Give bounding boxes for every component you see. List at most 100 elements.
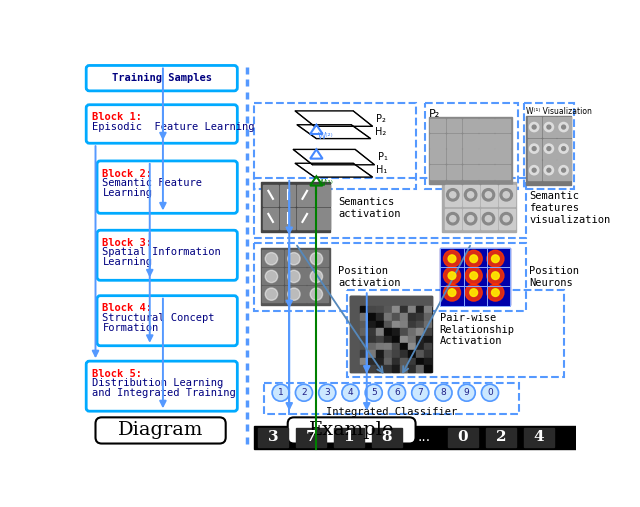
Circle shape [444,267,461,284]
Circle shape [450,215,456,222]
Bar [280,208,296,229]
Bar [495,150,510,163]
Bar [447,165,461,178]
Text: 1: 1 [344,430,354,444]
Circle shape [492,272,499,279]
Bar [524,428,554,447]
Text: Pair-wise
Relationship
Activation: Pair-wise Relationship Activation [440,313,515,346]
Bar [416,313,424,320]
Bar [463,134,477,148]
Bar [416,328,424,335]
Circle shape [365,384,382,401]
Bar [463,119,477,132]
Bar [416,350,424,357]
Bar [557,138,571,159]
Bar [376,350,383,357]
Circle shape [470,255,477,263]
Bar [376,336,383,342]
Text: Structural Concept: Structural Concept [102,313,215,322]
Circle shape [503,192,509,198]
Bar [424,357,431,364]
Bar [392,321,399,328]
Bar [543,160,556,180]
Bar [254,178,525,238]
Bar [408,328,415,335]
Circle shape [529,122,539,132]
Text: 7: 7 [417,388,423,397]
Circle shape [444,284,461,301]
Bar [314,185,330,206]
Bar [481,209,497,230]
Bar [360,328,367,335]
Circle shape [444,250,461,267]
Circle shape [529,144,539,153]
Bar [392,357,399,364]
Bar [463,209,479,230]
Bar [392,313,399,320]
Bar [376,313,383,320]
Circle shape [487,267,504,284]
Bar [285,250,305,267]
Bar [481,185,497,206]
Bar [408,343,415,349]
FancyBboxPatch shape [97,296,237,346]
Circle shape [265,270,278,282]
FancyBboxPatch shape [95,417,226,444]
Text: P₂: P₂ [376,114,387,124]
Text: Example: Example [309,421,394,440]
Bar [262,250,283,267]
Bar [360,365,367,372]
Circle shape [562,147,566,151]
Circle shape [448,289,456,297]
Circle shape [448,255,456,263]
Bar [408,350,415,357]
Circle shape [467,215,474,222]
FancyBboxPatch shape [86,65,237,91]
Bar [262,268,283,284]
Circle shape [485,192,492,198]
Circle shape [450,192,456,198]
Bar [368,365,376,372]
Bar [368,313,376,320]
Bar [463,185,479,206]
Circle shape [559,122,568,132]
Bar [368,357,376,364]
Circle shape [547,147,551,151]
Bar [368,306,376,313]
Circle shape [465,267,482,284]
Circle shape [470,272,477,279]
Circle shape [288,288,300,300]
Bar [263,208,278,229]
Bar [368,336,376,342]
Circle shape [447,189,459,201]
Circle shape [559,166,568,175]
Bar [447,134,461,148]
Bar [360,313,367,320]
Circle shape [467,192,474,198]
Text: 2: 2 [495,430,506,444]
Bar [307,268,328,284]
Bar [447,119,461,132]
Bar [416,357,424,364]
Bar [280,185,296,206]
Bar [285,285,305,302]
Text: ...: ... [417,430,431,444]
Bar [384,365,392,372]
Circle shape [487,250,504,267]
Circle shape [265,252,278,265]
Bar [314,208,330,229]
Bar [392,350,399,357]
Bar [368,328,376,335]
Text: P₂: P₂ [429,110,440,119]
Bar [408,357,415,364]
Text: 8: 8 [381,430,392,444]
Bar [392,343,399,349]
Bar [376,343,383,349]
Bar [400,343,408,349]
Text: 4: 4 [534,430,544,444]
Bar [408,306,415,313]
Bar [430,165,445,178]
Bar [445,185,461,206]
Bar [376,365,383,372]
Bar [424,313,431,320]
